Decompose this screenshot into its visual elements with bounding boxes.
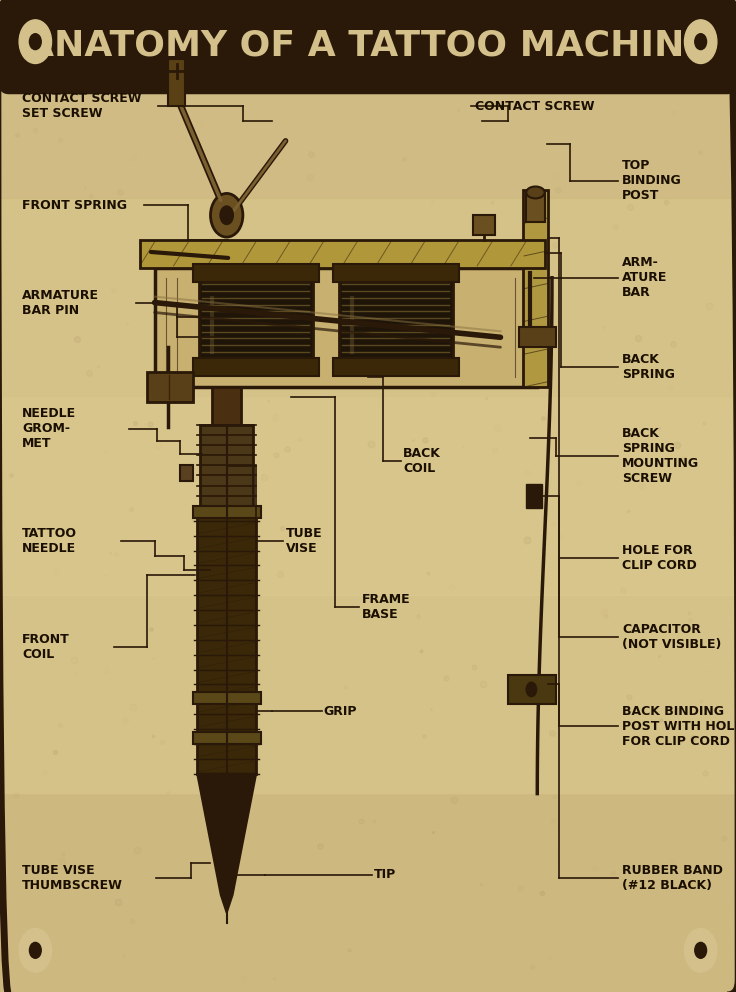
Circle shape — [684, 929, 717, 972]
Text: BACK BINDING
POST WITH HOLE
FOR CLIP CORD: BACK BINDING POST WITH HOLE FOR CLIP COR… — [622, 704, 736, 748]
Text: NEEDLE
GROM-
MET: NEEDLE GROM- MET — [22, 407, 77, 450]
Bar — [523, 190, 548, 387]
Text: BACK
SPRING: BACK SPRING — [622, 353, 675, 381]
Bar — [140, 240, 545, 268]
Text: TOP
BINDING
POST: TOP BINDING POST — [622, 159, 682, 202]
Polygon shape — [197, 774, 256, 913]
Bar — [197, 506, 256, 774]
Bar — [193, 264, 319, 282]
Circle shape — [19, 20, 52, 63]
Circle shape — [219, 205, 234, 225]
Bar — [147, 372, 193, 402]
Bar — [0, 794, 736, 992]
Bar — [0, 397, 736, 595]
Text: BACK
COIL: BACK COIL — [403, 447, 441, 475]
Circle shape — [695, 942, 707, 958]
Text: FRAME
BASE: FRAME BASE — [362, 593, 411, 621]
Circle shape — [29, 942, 41, 958]
Circle shape — [695, 34, 707, 50]
Circle shape — [29, 34, 41, 50]
Ellipse shape — [526, 186, 545, 198]
Bar — [193, 358, 319, 376]
Bar — [168, 59, 185, 106]
Bar — [526, 192, 545, 222]
Text: TATTOO
NEEDLE: TATTOO NEEDLE — [22, 527, 77, 555]
Text: CAPACITOR
(NOT VISIBLE): CAPACITOR (NOT VISIBLE) — [622, 623, 721, 651]
Text: ANATOMY OF A TATTOO MACHINE: ANATOMY OF A TATTOO MACHINE — [26, 29, 710, 62]
Circle shape — [210, 193, 243, 237]
Text: RUBBER BAND
(#12 BLACK): RUBBER BAND (#12 BLACK) — [622, 864, 723, 892]
Text: BACK
SPRING
MOUNTING
SCREW: BACK SPRING MOUNTING SCREW — [622, 428, 699, 485]
Text: TUBE VISE
THUMBSCREW: TUBE VISE THUMBSCREW — [22, 864, 123, 892]
Bar — [200, 425, 253, 506]
Bar — [339, 278, 453, 372]
Bar — [155, 268, 537, 387]
Bar — [193, 692, 261, 704]
Text: CONTACT SCREW: CONTACT SCREW — [475, 99, 594, 113]
Text: HOLE FOR
CLIP CORD: HOLE FOR CLIP CORD — [622, 544, 697, 571]
Text: GRIP: GRIP — [324, 704, 358, 718]
Bar — [508, 675, 556, 704]
Circle shape — [19, 929, 52, 972]
Bar — [333, 358, 459, 376]
Bar — [193, 506, 261, 518]
Bar — [519, 327, 556, 347]
Text: ARM-
ATURE
BAR: ARM- ATURE BAR — [622, 256, 668, 300]
Bar — [333, 264, 459, 282]
Text: FRONT
COIL: FRONT COIL — [22, 633, 70, 661]
Text: TIP: TIP — [374, 868, 396, 882]
Bar — [0, 0, 736, 198]
Circle shape — [684, 20, 717, 63]
Bar — [0, 595, 736, 794]
FancyBboxPatch shape — [0, 0, 736, 94]
Bar — [193, 732, 261, 744]
Bar — [212, 387, 241, 425]
Bar — [9, 12, 727, 79]
Bar — [199, 278, 313, 372]
Text: CONTACT SCREW
SET SCREW: CONTACT SCREW SET SCREW — [22, 92, 141, 120]
Circle shape — [526, 682, 537, 697]
Bar — [180, 465, 193, 481]
Bar — [473, 215, 495, 235]
Bar — [526, 484, 542, 508]
Bar — [0, 198, 736, 397]
Text: ARMATURE
BAR PIN: ARMATURE BAR PIN — [22, 289, 99, 316]
Text: TUBE
VISE: TUBE VISE — [286, 527, 322, 555]
Text: FRONT SPRING: FRONT SPRING — [22, 198, 127, 212]
